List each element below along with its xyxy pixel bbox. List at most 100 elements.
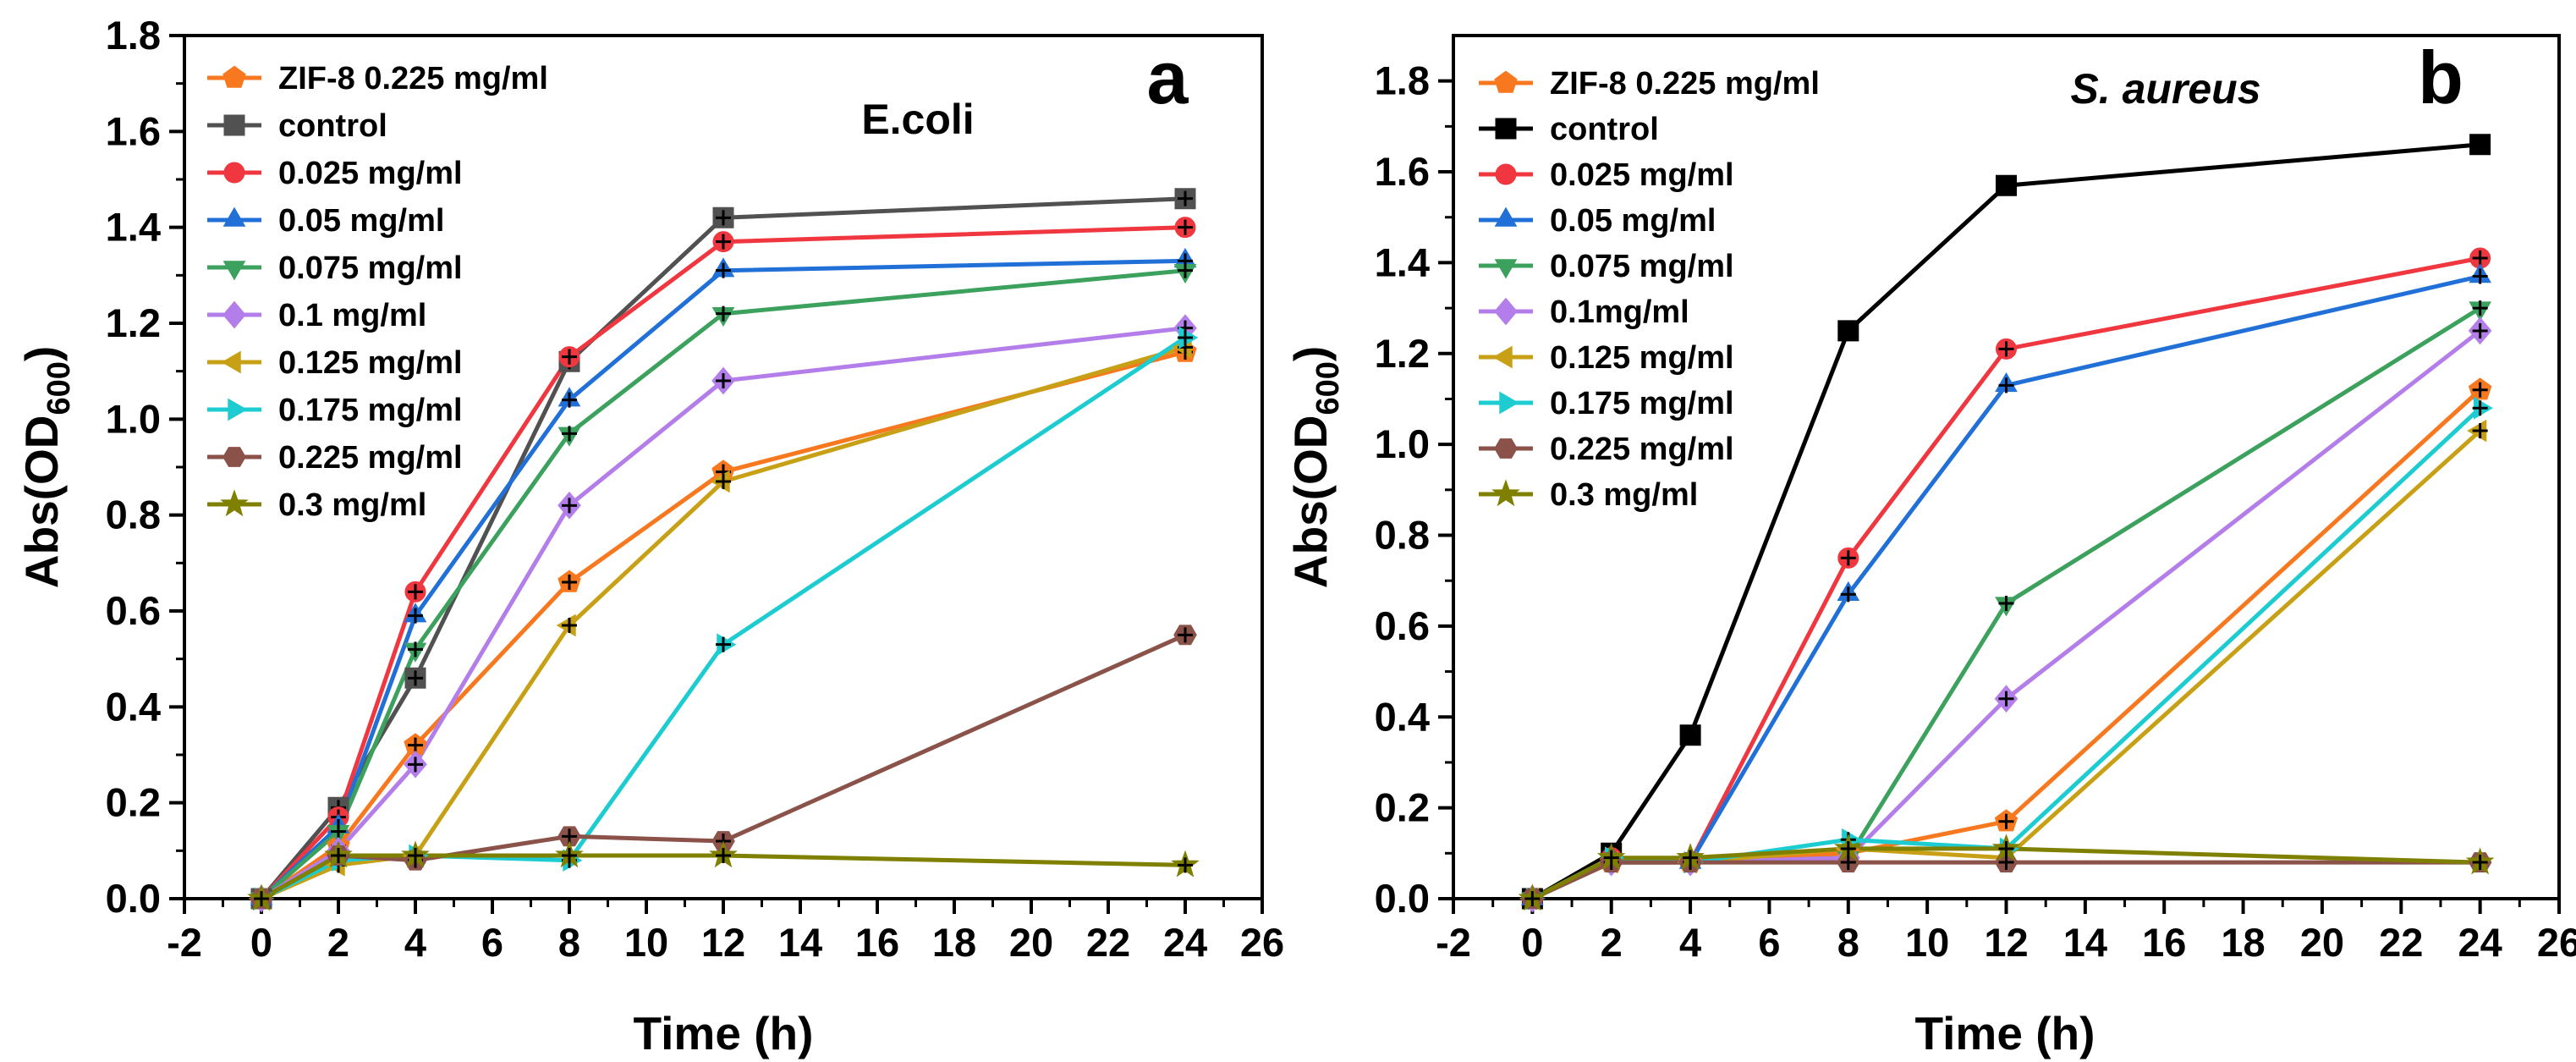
y-tick-label: 0.0 [1375, 876, 1430, 921]
series-line [1531, 846, 2480, 901]
series-line [1531, 142, 2480, 901]
error-bar [1840, 322, 1856, 338]
y-tick-label: 0.2 [1375, 785, 1430, 830]
x-tick-label: 4 [1679, 920, 1701, 965]
legend-marker [1491, 479, 1520, 507]
error-bar [1683, 850, 1699, 866]
panel-a-series-markers [247, 188, 1200, 913]
y-tick-label: 1.0 [1375, 421, 1430, 466]
error-bar [562, 498, 577, 514]
legend-label: 0.025 mg/ml [1550, 157, 1734, 193]
x-tick-label: 0 [1521, 920, 1543, 965]
x-tick-label: 2 [1601, 920, 1623, 965]
legend-marker [1499, 391, 1519, 415]
error-bar [1683, 727, 1699, 743]
series-line [260, 326, 1186, 901]
x-tick-label: 22 [1086, 920, 1130, 965]
error-bar [1178, 219, 1193, 235]
legend-marker [222, 300, 246, 329]
error-bar [2472, 322, 2488, 338]
error-bar [562, 349, 577, 365]
panel-b-title: S. aureus [2070, 65, 2260, 113]
y-tick-label: 1.0 [106, 396, 161, 441]
x-tick-label: 18 [932, 920, 976, 965]
series-line [260, 225, 1186, 900]
error-bar [716, 636, 731, 652]
legend-marker [1492, 345, 1513, 369]
x-tick-label: 20 [2300, 920, 2344, 965]
series-line [260, 196, 1186, 900]
error-bar [2472, 423, 2488, 439]
error-bar [1998, 813, 2014, 829]
error-bar [408, 848, 423, 863]
legend-marker [222, 206, 246, 227]
legend-label: ZIF-8 0.225 mg/ml [278, 61, 548, 96]
error-bar [408, 757, 423, 773]
panel-b-y-axis-title-close: ) [1284, 346, 1337, 361]
legend-label: 0.3 mg/ml [278, 487, 426, 523]
legend-marker [1494, 259, 1518, 279]
error-bar [562, 575, 577, 590]
panel-b-y-axis-title: Abs(OD600) [1284, 346, 1346, 588]
legend-label: 0.075 mg/ml [278, 250, 463, 286]
error-bar [1178, 190, 1193, 206]
error-bar [716, 848, 731, 863]
error-bar [716, 234, 731, 250]
error-bar [2472, 855, 2488, 871]
error-bar [408, 584, 423, 600]
x-tick-label: -2 [1436, 920, 1471, 965]
error-bar [408, 641, 423, 658]
legend-label: 0.225 mg/ml [278, 440, 463, 476]
error-bar [1998, 855, 2014, 871]
y-tick-label: 1.4 [1375, 239, 1430, 284]
panel-a-x-axis-title: Time (h) [634, 1007, 814, 1059]
legend-marker [1494, 438, 1518, 459]
x-tick-label: 14 [2063, 920, 2107, 965]
panel-a-series-lines [260, 196, 1187, 901]
legend-marker [1495, 163, 1517, 185]
x-tick-label: 20 [1009, 920, 1053, 965]
y-tick-label: 0.8 [106, 492, 161, 537]
legend-marker [1494, 70, 1518, 93]
y-tick-label: 1.2 [106, 300, 161, 345]
x-tick-label: 26 [1240, 920, 1284, 965]
legend-marker [1494, 297, 1518, 326]
legend-marker [220, 489, 249, 517]
legend-label: 0.05 mg/ml [1550, 203, 1716, 239]
series-line [260, 349, 1186, 901]
legend-label: 0.025 mg/ml [278, 156, 463, 191]
y-tick-label: 0.6 [106, 588, 161, 633]
error-bar [1178, 857, 1193, 873]
y-tick-label: 0.0 [106, 876, 161, 921]
error-bar [716, 262, 731, 278]
panel-a-y-axis-title-sub: 600 [41, 361, 77, 415]
legend-marker [1495, 118, 1517, 140]
panel-b-letter: b [2418, 36, 2463, 119]
error-bar [562, 392, 577, 408]
error-bar [1178, 330, 1193, 345]
panel-b-legend: ZIF-8 0.225 mg/ml control 0.025 mg/ml 0.05… [1479, 66, 1820, 513]
legend-marker [222, 65, 246, 88]
error-bar [716, 474, 731, 489]
legend-marker [221, 350, 241, 374]
legend-marker [223, 114, 245, 136]
x-tick-label: 8 [558, 920, 580, 965]
error-bar [562, 848, 577, 863]
y-tick-label: 0.8 [1375, 513, 1430, 558]
error-bar [1840, 586, 1856, 603]
error-bar [1998, 840, 2014, 856]
error-bar [1178, 627, 1193, 643]
panel-b-y-axis-title-main: Abs(OD [1284, 415, 1337, 589]
error-bar [1998, 178, 2014, 194]
error-bar [254, 891, 269, 906]
error-bar [408, 608, 423, 624]
legend-marker [222, 261, 246, 281]
legend-label: 0.175 mg/ml [1550, 386, 1734, 421]
error-bar [1998, 596, 2014, 612]
panel-a-y-axis-title: Abs(OD600) [15, 346, 77, 588]
error-bar [1840, 550, 1856, 566]
y-tick-label: 1.2 [1375, 331, 1430, 376]
error-bar [2472, 250, 2488, 267]
error-bar [716, 210, 731, 226]
